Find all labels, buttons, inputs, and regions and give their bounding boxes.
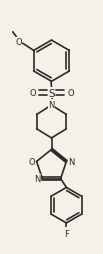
Text: O: O xyxy=(15,38,22,47)
Text: O: O xyxy=(67,89,74,98)
Text: O: O xyxy=(29,89,36,98)
Text: F: F xyxy=(64,229,69,238)
Text: N: N xyxy=(34,174,40,183)
Text: S: S xyxy=(48,88,55,98)
Text: N: N xyxy=(48,100,55,109)
Text: O: O xyxy=(28,157,35,166)
Text: N: N xyxy=(68,157,75,166)
